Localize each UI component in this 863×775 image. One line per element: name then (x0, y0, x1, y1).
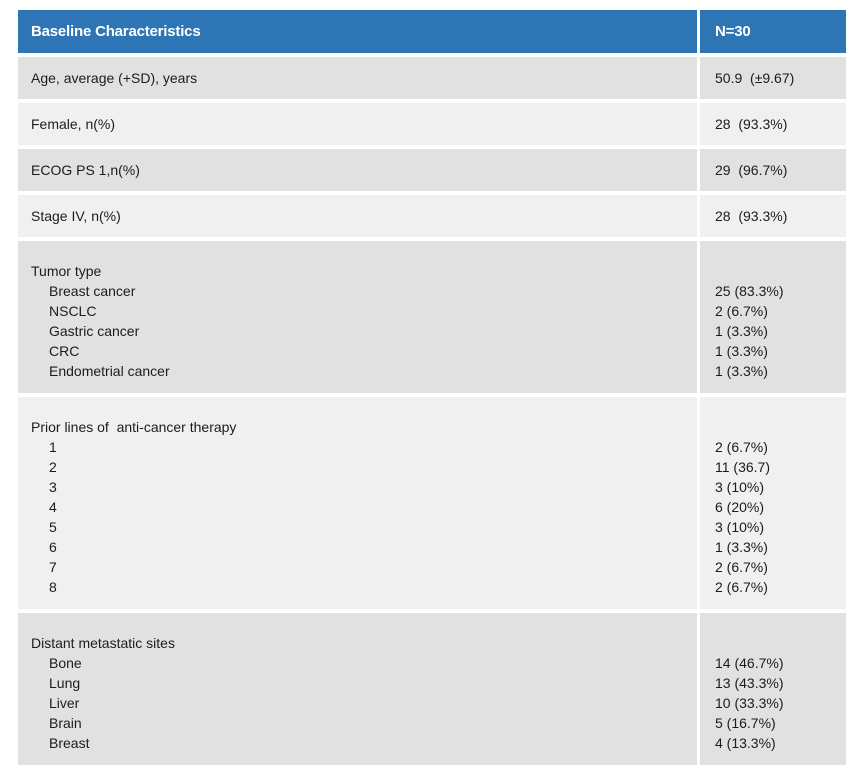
row-value: 28 (93.3%) (715, 208, 788, 224)
group-item-value: 1 (3.3%) (715, 363, 768, 379)
row-label-cell: Stage IV, n(%) (18, 195, 697, 237)
row-value-cell: 25 (83.3%) 2 (6.7%) 1 (3.3%) 1 (3.3%) 1 (3.3… (700, 241, 846, 393)
group-item-label: 1 (49, 439, 57, 455)
group-item-value: 10 (33.3%) (715, 695, 784, 711)
value-line-spacer (715, 261, 846, 281)
group-item-value: 1 (3.3%) (715, 539, 768, 555)
value-line-spacer (715, 633, 846, 653)
row-label-cell: Prior lines of anti-cancer therapy 1 2 3 4 5 6… (18, 397, 697, 609)
row-value: 50.9 (±9.67) (715, 70, 795, 86)
group-item-value: 1 (3.3%) (715, 343, 768, 359)
value-line-spacer (715, 417, 846, 437)
row-value: 28 (93.3%) (715, 116, 788, 132)
group-item-value: 3 (10%) (715, 519, 765, 535)
group-item-label: Bone (49, 655, 82, 671)
row-value-cell: 28 (93.3%) (700, 103, 846, 145)
section-label: Distant metastatic sites (31, 635, 175, 651)
row-label: Age, average (+SD), years (31, 70, 198, 86)
group-item-label: CRC (49, 343, 80, 359)
group-item-label: NSCLC (49, 303, 97, 319)
row-value-cell: 29 (96.7%) (700, 149, 846, 191)
row-value: 29 (96.7%) (715, 162, 788, 178)
table-header-label: Baseline Characteristics (18, 10, 697, 53)
group-item-value: 2 (6.7%) (715, 303, 768, 319)
row-label-cell: Distant metastatic sites Bone Lung Liver Bra… (18, 613, 697, 765)
row-label-cell: Age, average (+SD), years (18, 57, 697, 99)
group-item-value: 6 (20%) (715, 499, 765, 515)
row-label: ECOG PS 1,n(%) (31, 162, 140, 178)
group-item-label: Brain (49, 715, 82, 731)
row-label-cell: Tumor type Breast cancer NSCLC Gastric canc… (18, 241, 697, 393)
table-row: Prior lines of anti-cancer therapy 1 2 3 4 5 6… (18, 397, 846, 609)
group-item-label: Liver (49, 695, 80, 711)
group-item-label: 4 (49, 499, 57, 515)
group-item-value: 14 (46.7%) (715, 655, 784, 671)
group-item-value: 2 (6.7%) (715, 439, 768, 455)
table-row: Female, n(%) 28 (93.3%) (18, 103, 846, 145)
group-item-label: Lung (49, 675, 81, 691)
table-header-row: Baseline Characteristics N=30 (18, 10, 846, 53)
group-item-label: 5 (49, 519, 57, 535)
row-value-cell: 28 (93.3%) (700, 195, 846, 237)
group-item-label: Breast cancer (49, 283, 136, 299)
row-label: Female, n(%) (31, 116, 116, 132)
group-item-value: 1 (3.3%) (715, 323, 768, 339)
group-item-label: 2 (49, 459, 57, 475)
group-item-value: 25 (83.3%) (715, 283, 784, 299)
section-label: Prior lines of anti-cancer therapy (31, 419, 237, 435)
row-label: Stage IV, n(%) (31, 208, 121, 224)
baseline-characteristics-table: Baseline Characteristics N=30 Age, avera… (18, 10, 846, 765)
group-item-label: 3 (49, 479, 57, 495)
row-label-cell: Female, n(%) (18, 103, 697, 145)
section-label: Tumor type (31, 263, 102, 279)
table-header-n-value: N=30 (700, 10, 846, 53)
row-label-cell: ECOG PS 1,n(%) (18, 149, 697, 191)
group-item-value: 2 (6.7%) (715, 559, 768, 575)
row-value-cell: 2 (6.7%) 11 (36.7) 3 (10%) 6 (20%) 3 (10%) 1 … (700, 397, 846, 609)
group-item-value: 11 (36.7) (715, 459, 770, 475)
table-row: Distant metastatic sites Bone Lung Liver Bra… (18, 613, 846, 765)
table-row: ECOG PS 1,n(%) 29 (96.7%) (18, 149, 846, 191)
group-item-value: 5 (16.7%) (715, 715, 776, 731)
table-row: Age, average (+SD), years 50.9 (±9.67) (18, 57, 846, 99)
group-item-label: 7 (49, 559, 57, 575)
table-row: Tumor type Breast cancer NSCLC Gastric canc… (18, 241, 846, 393)
group-item-value: 4 (13.3%) (715, 735, 776, 751)
group-item-label: Breast (49, 735, 90, 751)
table-row: Stage IV, n(%) 28 (93.3%) (18, 195, 846, 237)
group-item-value: 13 (43.3%) (715, 675, 784, 691)
row-value-cell: 50.9 (±9.67) (700, 57, 846, 99)
row-value-cell: 14 (46.7%) 13 (43.3%) 10 (33.3%) 5 (16.7%) 4… (700, 613, 846, 765)
group-item-label: 8 (49, 579, 57, 595)
group-item-value: 3 (10%) (715, 479, 765, 495)
group-item-value: 2 (6.7%) (715, 579, 768, 595)
group-item-label: 6 (49, 539, 57, 555)
group-item-label: Endometrial cancer (49, 363, 170, 379)
group-item-label: Gastric cancer (49, 323, 140, 339)
